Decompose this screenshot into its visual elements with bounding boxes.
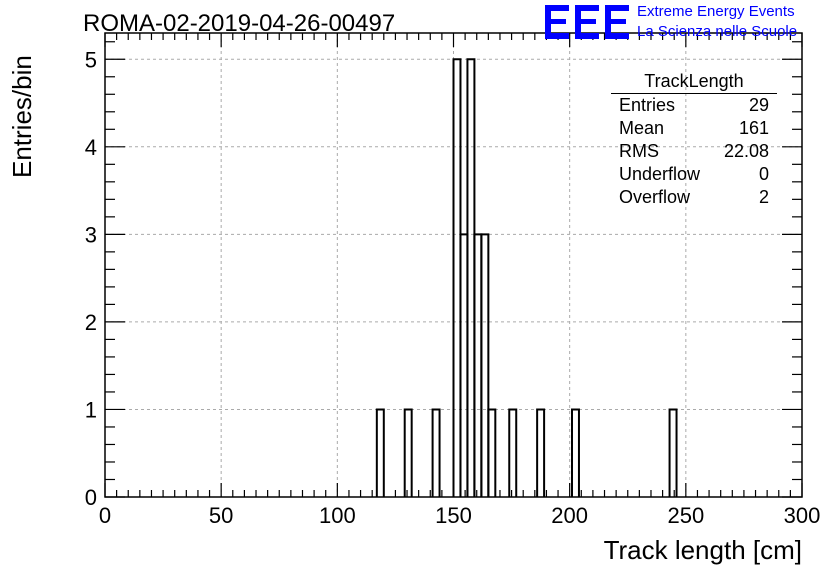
stats-row-rms: RMS 22.08 (611, 140, 777, 163)
y-tick-label: 2 (85, 310, 97, 335)
histogram-bin (466, 58, 476, 497)
histogram-bin (570, 408, 580, 497)
histogram-bin (473, 233, 483, 497)
stats-row-entries: Entries 29 (611, 94, 777, 117)
axis-ticks (104, 33, 803, 498)
stats-value: 0 (758, 164, 769, 184)
histogram-bin (431, 408, 441, 497)
stats-label: Underflow (619, 164, 701, 184)
x-tick-label: 150 (435, 503, 472, 528)
stats-row-overflow: Overflow 2 (611, 186, 777, 209)
stats-row-underflow: Underflow 0 (611, 163, 777, 186)
stats-row-mean: Mean 161 (611, 117, 777, 140)
x-axis-label: Track length [cm] (604, 535, 802, 565)
x-tick-label: 0 (99, 503, 111, 528)
stats-box: TrackLength Entries 29 Mean 161 RMS 22.08 Unde… (611, 70, 777, 209)
stats-value: 29 (748, 95, 769, 115)
stats-label: Mean (619, 118, 665, 138)
stats-rows: Entries 29 Mean 161 RMS 22.08 Underflow 0 Overfl… (611, 94, 777, 209)
stats-value: 161 (738, 118, 769, 138)
eee-logo-icon (545, 5, 629, 39)
x-tick-label: 100 (319, 503, 356, 528)
run-title: ROMA-02-2019-04-26-00497 (83, 10, 396, 37)
x-tick-label: 300 (784, 503, 821, 528)
histogram-bin (480, 233, 490, 497)
y-tick-label: 1 (85, 397, 97, 422)
histogram-bin (452, 58, 462, 497)
y-tick-label: 4 (85, 135, 97, 160)
histogram-bin (536, 408, 546, 497)
histogram-bin (375, 408, 385, 497)
tick-labels: 0 50 100 150 200 250 300 0 1 2 3 4 5 (85, 47, 821, 528)
histogram-bin (668, 408, 678, 497)
histogram-bin (403, 408, 413, 497)
stats-label: Entries (619, 95, 676, 115)
histogram-bin (459, 233, 469, 497)
org-line-1: Extreme Energy Events (637, 3, 795, 20)
stats-value: 22.08 (723, 141, 769, 161)
stats-value: 2 (758, 187, 769, 207)
organization-name: Extreme Energy Events La Scienza nelle S… (637, 2, 797, 42)
histogram-bin (487, 408, 497, 497)
x-tick-label: 50 (209, 503, 233, 528)
stats-label: RMS (619, 141, 659, 161)
y-tick-label: 5 (85, 47, 97, 72)
x-tick-label: 250 (667, 503, 704, 528)
y-axis-label: Entries/bin (7, 55, 37, 178)
y-tick-label: 0 (85, 485, 97, 510)
stats-label: Overflow (619, 187, 691, 207)
histogram-bin (508, 408, 518, 497)
y-tick-label: 3 (85, 222, 97, 247)
x-tick-label: 200 (551, 503, 588, 528)
histogram-outline (375, 58, 678, 497)
org-line-2: La Scienza nelle Scuole (637, 23, 798, 40)
stats-title: TrackLength (611, 70, 777, 94)
